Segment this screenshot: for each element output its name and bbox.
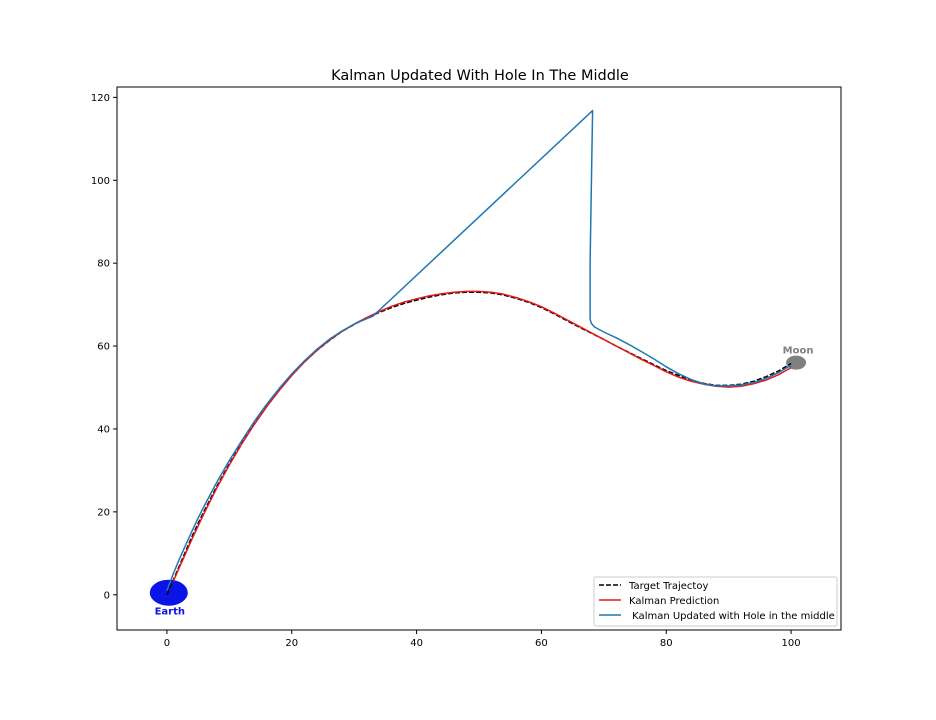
x-tick-label: 20 (285, 638, 298, 649)
x-tick-label: 40 (410, 638, 423, 649)
y-tick-label: 40 (97, 424, 110, 435)
chart-title: Kalman Updated With Hole In The Middle (331, 68, 629, 84)
y-tick-label: 80 (97, 259, 110, 270)
y-axis: 0 20 40 60 80 100 120 (91, 93, 117, 601)
x-tick-label: 80 (660, 638, 673, 649)
x-axis: 0 20 40 60 80 100 (164, 630, 801, 649)
plot-area (149, 109, 807, 606)
x-tick-label: 60 (535, 638, 548, 649)
y-tick-label: 20 (97, 507, 110, 518)
legend-label-target-trajectory: Target Trajectoy (628, 581, 708, 592)
legend-box (593, 576, 838, 627)
series-kalman-updated-hole (166, 109, 792, 591)
x-tick-label: 100 (782, 638, 801, 649)
axes-frame (116, 86, 842, 631)
series-kalman-prediction (172, 290, 792, 582)
legend-label-kalman-prediction: Kalman Prediction (629, 596, 719, 607)
legend: Target Trajectoy Kalman Prediction Kalma… (593, 576, 838, 627)
moon-label: Moon (783, 346, 814, 357)
y-tick-label: 120 (91, 93, 110, 104)
series-target-trajectory (166, 291, 792, 596)
y-tick-label: 0 (104, 590, 110, 601)
legend-label-kalman-updated-hole: Kalman Updated with Hole in the middle (629, 611, 835, 622)
y-tick-label: 100 (91, 176, 110, 187)
earth-label: Earth (155, 607, 185, 618)
earth-marker (149, 579, 188, 606)
y-tick-label: 60 (97, 342, 110, 353)
moon-marker (786, 355, 807, 370)
x-tick-label: 0 (164, 638, 170, 649)
